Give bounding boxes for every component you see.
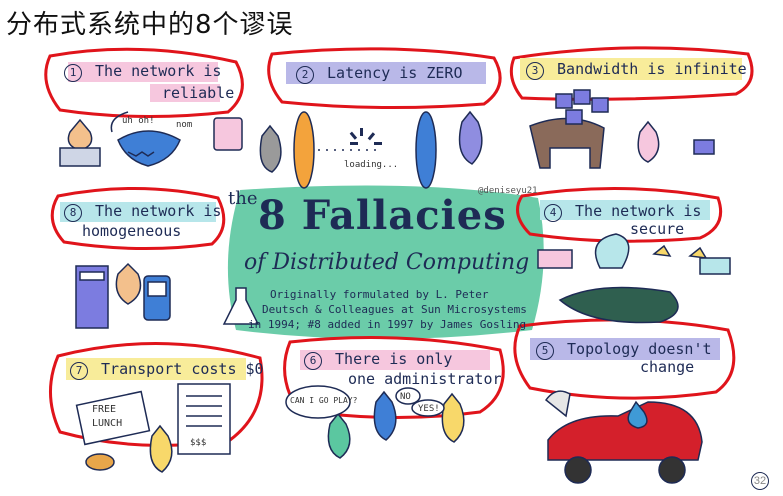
fallacy-7-line1: Transport costs $0: [101, 360, 264, 378]
caption-no: NO: [400, 392, 411, 402]
red-loop-3: [509, 46, 754, 101]
fallacy-6-label: 6 There is only: [304, 350, 452, 370]
highlight-8: [60, 202, 216, 222]
fallacy-1-number: 1: [64, 64, 82, 82]
heading-sub: of Distributed Computing: [244, 250, 530, 275]
caption-nom: nom: [176, 120, 193, 130]
fallacy-1-label-line2: reliable: [162, 84, 235, 102]
fallacy-5-number: 5: [536, 342, 554, 360]
fallacy-1-line1: The network is: [95, 62, 222, 80]
caption-lunch: LUNCH: [92, 418, 123, 429]
red-loop-4: [516, 186, 723, 243]
fallacy-6-line1: There is only: [335, 350, 453, 368]
center-panel-bg: [227, 185, 544, 339]
heading-the: the: [228, 188, 258, 209]
doodle-red-car: [544, 390, 703, 484]
highlight-4: [540, 200, 710, 220]
body-line-3: in 1994; #8 added in 1997 by James Gosli…: [248, 318, 527, 331]
fallacy-5-label: 5 Topology doesn't: [536, 340, 712, 360]
fallacy-3-label: 3 Bandwidth is infinite: [526, 60, 747, 80]
fallacy-4-line1: The network is: [575, 202, 702, 220]
fallacy-8-label: 8 The network is: [64, 202, 221, 222]
doodle-portal-cats: [259, 110, 483, 189]
fallacy-8-line1: The network is: [95, 202, 222, 220]
credit-handle: @deniseyu21: [478, 186, 538, 196]
caption-uh-oh: uh oh!: [122, 116, 155, 126]
fallacy-4-label-line2: secure: [630, 220, 685, 238]
heading-main: 8 Fallacies: [258, 192, 507, 239]
fallacy-2-number: 2: [296, 66, 314, 84]
highlight-1b: [150, 84, 220, 102]
doodle-shark-cat: [59, 111, 243, 167]
loading-spinner-icon: [349, 128, 382, 145]
red-loop-1: [44, 47, 244, 119]
body-line-1: Originally formulated by L. Peter: [270, 288, 489, 301]
doodle-free-lunch: [75, 383, 231, 473]
fallacy-7-label: 7 Transport costs $0: [70, 360, 264, 380]
red-loop-2: [267, 47, 502, 110]
fallacy-4-number: 4: [544, 204, 562, 222]
flask-icon: [222, 287, 260, 325]
caption-yes: YES!: [418, 404, 440, 414]
body-line-2: Deutsch & Colleagues at Sun Microsystems: [262, 303, 527, 316]
highlight-7: [66, 358, 246, 380]
fallacy-5-line1: Topology doesn't: [567, 340, 712, 358]
highlight-3: [520, 58, 742, 80]
doodle-server-phone: [75, 262, 171, 329]
doodle-three-cats: [285, 385, 465, 459]
page-number: 32: [751, 472, 769, 490]
fallacy-4-label: 4 The network is: [544, 202, 701, 222]
fallacy-3-number: 3: [526, 62, 544, 80]
caption-receipt: $$$: [190, 438, 207, 448]
fallacy-2-label: 2 Latency is ZERO: [296, 64, 463, 84]
highlight-2: [286, 62, 486, 84]
caption-free: FREE: [92, 404, 117, 415]
fallacy-6-label-line2: one administrator: [348, 370, 502, 388]
highlight-5: [530, 338, 720, 360]
fallacy-3-line1: Bandwidth is infinite: [557, 60, 747, 78]
highlight-1: [68, 62, 218, 82]
doodle-butterfly-net: [537, 233, 731, 324]
doodle-donkey-boxes: [529, 89, 715, 169]
fallacy-6-number: 6: [304, 352, 322, 370]
fallacy-2-line1: Latency is ZERO: [327, 64, 463, 82]
fallacy-8-label-line2: homogeneous: [82, 222, 182, 240]
fallacy-1-label: 1 The network is: [64, 62, 221, 82]
slide-title: 分布式系统中的8个谬误: [6, 10, 294, 40]
fallacy-8-number: 8: [64, 204, 82, 222]
highlight-6: [300, 350, 490, 370]
fallacy-7-number: 7: [70, 362, 88, 380]
fallacy-5-label-line2: change: [640, 358, 695, 376]
caption-can-i-play: CAN I GO PLAY?: [290, 396, 358, 405]
caption-loading: loading...: [344, 160, 399, 170]
red-loop-8: [50, 186, 226, 251]
